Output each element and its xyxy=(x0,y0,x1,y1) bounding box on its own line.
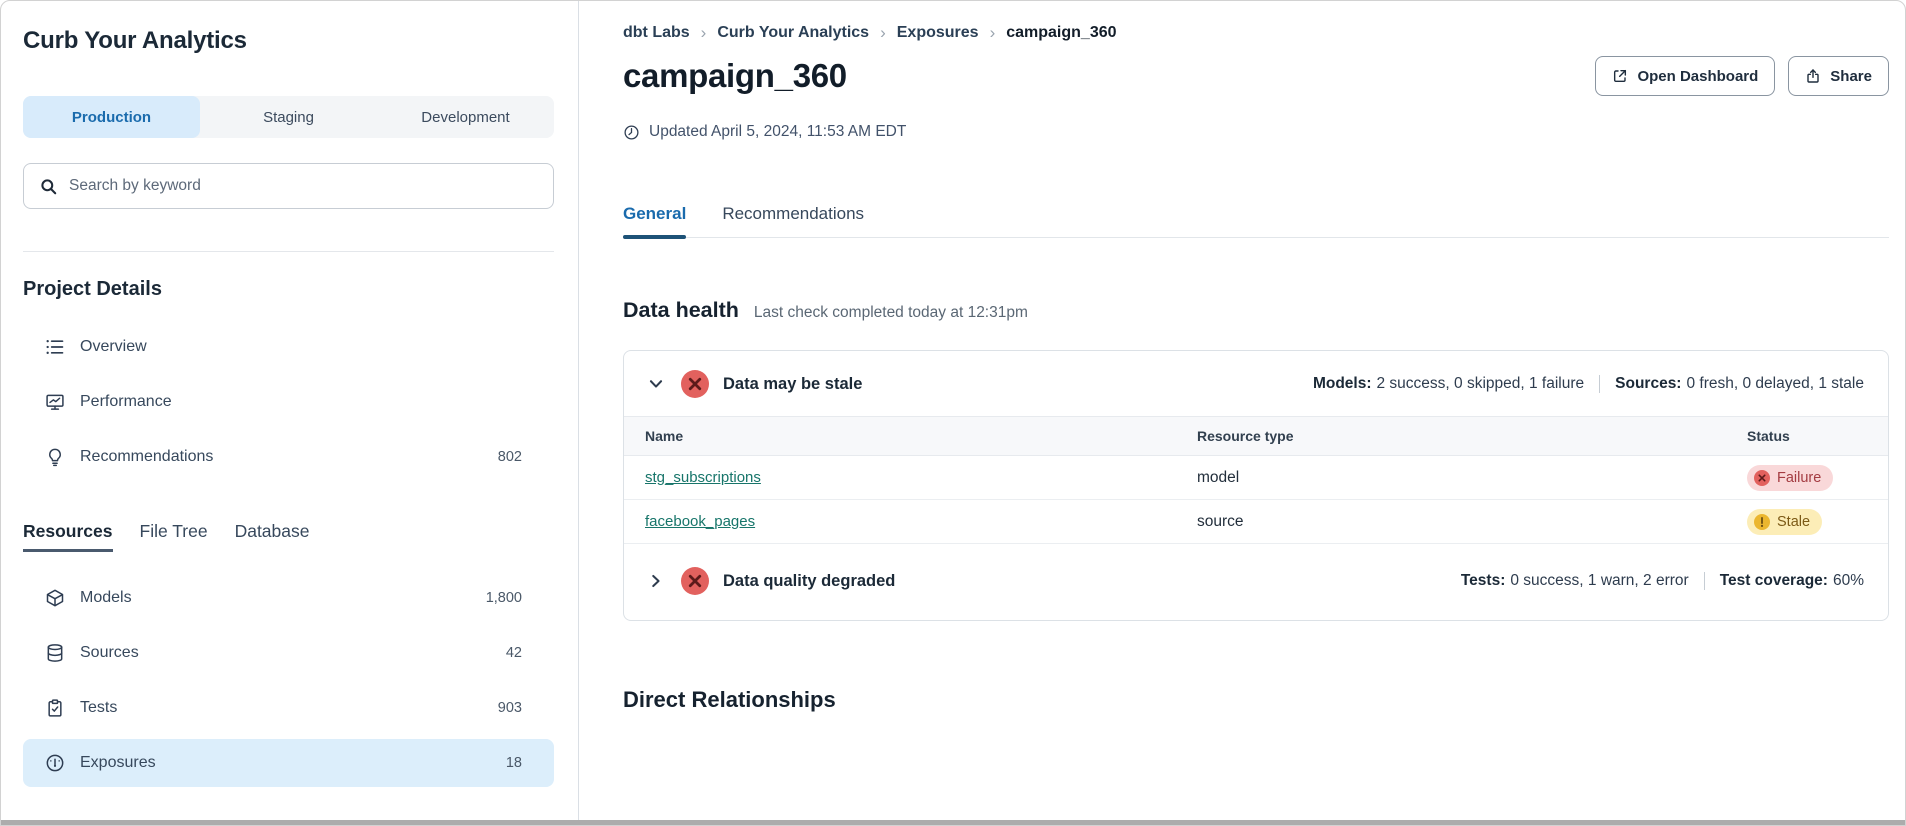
search-input[interactable] xyxy=(69,177,538,195)
tab-file-tree[interactable]: File Tree xyxy=(139,521,208,541)
warning-circle-icon xyxy=(1754,513,1770,530)
list-icon xyxy=(45,337,65,357)
last-updated: Updated April 5, 2024, 11:53 AM EDT xyxy=(623,123,1889,141)
sidebar-item-exposures[interactable]: Exposures 18 xyxy=(23,739,554,787)
stats-divider xyxy=(1599,375,1601,393)
sidebar-item-tests[interactable]: Tests 903 xyxy=(23,684,554,732)
sidebar-divider xyxy=(23,251,554,252)
table-row: stg_subscriptions model Failure xyxy=(624,456,1888,500)
project-name-title: Curb Your Analytics xyxy=(23,27,247,54)
search-icon xyxy=(41,178,57,194)
resources-nav: Models 1,800 Sources 42 Tests 903 Exposu… xyxy=(23,574,554,787)
sidebar-item-performance[interactable]: Performance xyxy=(23,378,554,426)
table-row: facebook_pages source Stale xyxy=(624,500,1888,544)
exposures-count: 18 xyxy=(505,755,522,771)
sidebar-item-models[interactable]: Models 1,800 xyxy=(23,574,554,622)
env-tab-development[interactable]: Development xyxy=(421,108,510,126)
clock-icon xyxy=(624,124,639,140)
page-tabs: General Recommendations xyxy=(623,204,1889,239)
header-actions: Open Dashboard Share xyxy=(1595,56,1889,96)
quality-group-header[interactable]: Data quality degraded Tests: 0 success, … xyxy=(624,544,1888,620)
breadcrumb-account[interactable]: dbt Labs xyxy=(623,24,690,41)
resource-view-tabs: Resources File Tree Database xyxy=(23,521,554,552)
page-title: campaign_360 xyxy=(623,57,847,94)
project-details-nav: Overview Performance Recommendations 802 xyxy=(23,323,554,481)
database-icon xyxy=(45,643,65,663)
quality-group-title: Data quality degraded xyxy=(723,571,896,590)
col-header-status: Status xyxy=(1747,428,1790,444)
project-details-heading: Project Details xyxy=(23,278,162,300)
recommendations-count: 802 xyxy=(497,449,522,465)
status-badge-stale: Stale xyxy=(1747,508,1823,535)
resource-type-cell: source xyxy=(1197,512,1244,530)
data-health-heading: Data health xyxy=(623,298,739,322)
env-tab-production[interactable]: Production xyxy=(23,96,200,138)
breadcrumb-exposures[interactable]: Exposures xyxy=(896,24,979,41)
stale-table-header: Name Resource type Status xyxy=(624,416,1888,456)
breadcrumb-separator: › xyxy=(700,23,707,42)
environment-switcher: Production Staging Development xyxy=(23,96,554,138)
status-badge-failure: Failure xyxy=(1747,464,1834,491)
breadcrumb-current: campaign_360 xyxy=(1006,24,1117,41)
tests-count: 903 xyxy=(497,700,522,716)
resource-link-stg-subscriptions[interactable]: stg_subscriptions xyxy=(645,468,761,486)
error-circle-icon xyxy=(681,370,709,398)
quality-group-stats: Tests: 0 success, 1 warn, 2 error Test c… xyxy=(1460,572,1864,590)
project-sidebar: Curb Your Analytics Production Staging D… xyxy=(1,1,579,825)
tab-general[interactable]: General xyxy=(623,204,687,239)
lightbulb-icon xyxy=(45,447,65,467)
monitor-chart-icon xyxy=(45,392,65,412)
external-link-icon xyxy=(1614,69,1627,83)
col-header-resource-type: Resource type xyxy=(1197,428,1294,444)
breadcrumb-project[interactable]: Curb Your Analytics xyxy=(717,24,870,41)
sidebar-item-overview[interactable]: Overview xyxy=(23,323,554,371)
tab-database[interactable]: Database xyxy=(234,521,310,541)
stale-group-stats: Models: 2 success, 0 skipped, 1 failure … xyxy=(1312,375,1864,393)
stale-group-header[interactable]: Data may be stale Models: 2 success, 0 s… xyxy=(624,351,1888,416)
breadcrumb-separator: › xyxy=(989,23,996,42)
breadcrumb-separator: › xyxy=(880,23,886,42)
last-check-text: Last check completed today at 12:31pm xyxy=(753,304,1028,321)
tab-resources[interactable]: Resources xyxy=(23,521,113,552)
window-bottom-edge xyxy=(1,820,1905,825)
share-button[interactable]: Share xyxy=(1788,56,1889,96)
sidebar-item-recommendations[interactable]: Recommendations 802 xyxy=(23,433,554,481)
breadcrumb: dbt Labs › Curb Your Analytics › Exposur… xyxy=(623,23,1889,43)
sidebar-item-sources[interactable]: Sources 42 xyxy=(23,629,554,677)
chevron-down-icon[interactable] xyxy=(645,373,667,395)
resource-link-facebook-pages[interactable]: facebook_pages xyxy=(645,512,756,530)
sidebar-search[interactable] xyxy=(23,163,554,209)
env-tab-staging[interactable]: Staging xyxy=(263,108,314,126)
resource-type-cell: model xyxy=(1197,468,1240,486)
error-circle-icon xyxy=(681,567,709,595)
error-circle-icon xyxy=(1754,469,1770,486)
stats-divider xyxy=(1703,572,1705,590)
cube-icon xyxy=(45,588,65,608)
sources-count: 42 xyxy=(505,645,522,661)
stale-group-title: Data may be stale xyxy=(723,374,863,393)
open-dashboard-button[interactable]: Open Dashboard xyxy=(1595,56,1776,96)
main-content: dbt Labs › Curb Your Analytics › Exposur… xyxy=(579,1,1905,825)
share-icon xyxy=(1807,69,1819,83)
models-count: 1,800 xyxy=(485,590,522,606)
direct-relationships-heading: Direct Relationships xyxy=(623,687,836,712)
col-header-name: Name xyxy=(645,428,684,444)
tab-recommendations[interactable]: Recommendations xyxy=(722,204,865,223)
clipboard-check-icon xyxy=(45,698,65,718)
gauge-icon xyxy=(45,753,65,773)
chevron-right-icon[interactable] xyxy=(645,570,667,592)
data-health-card: Data may be stale Models: 2 success, 0 s… xyxy=(623,350,1889,621)
